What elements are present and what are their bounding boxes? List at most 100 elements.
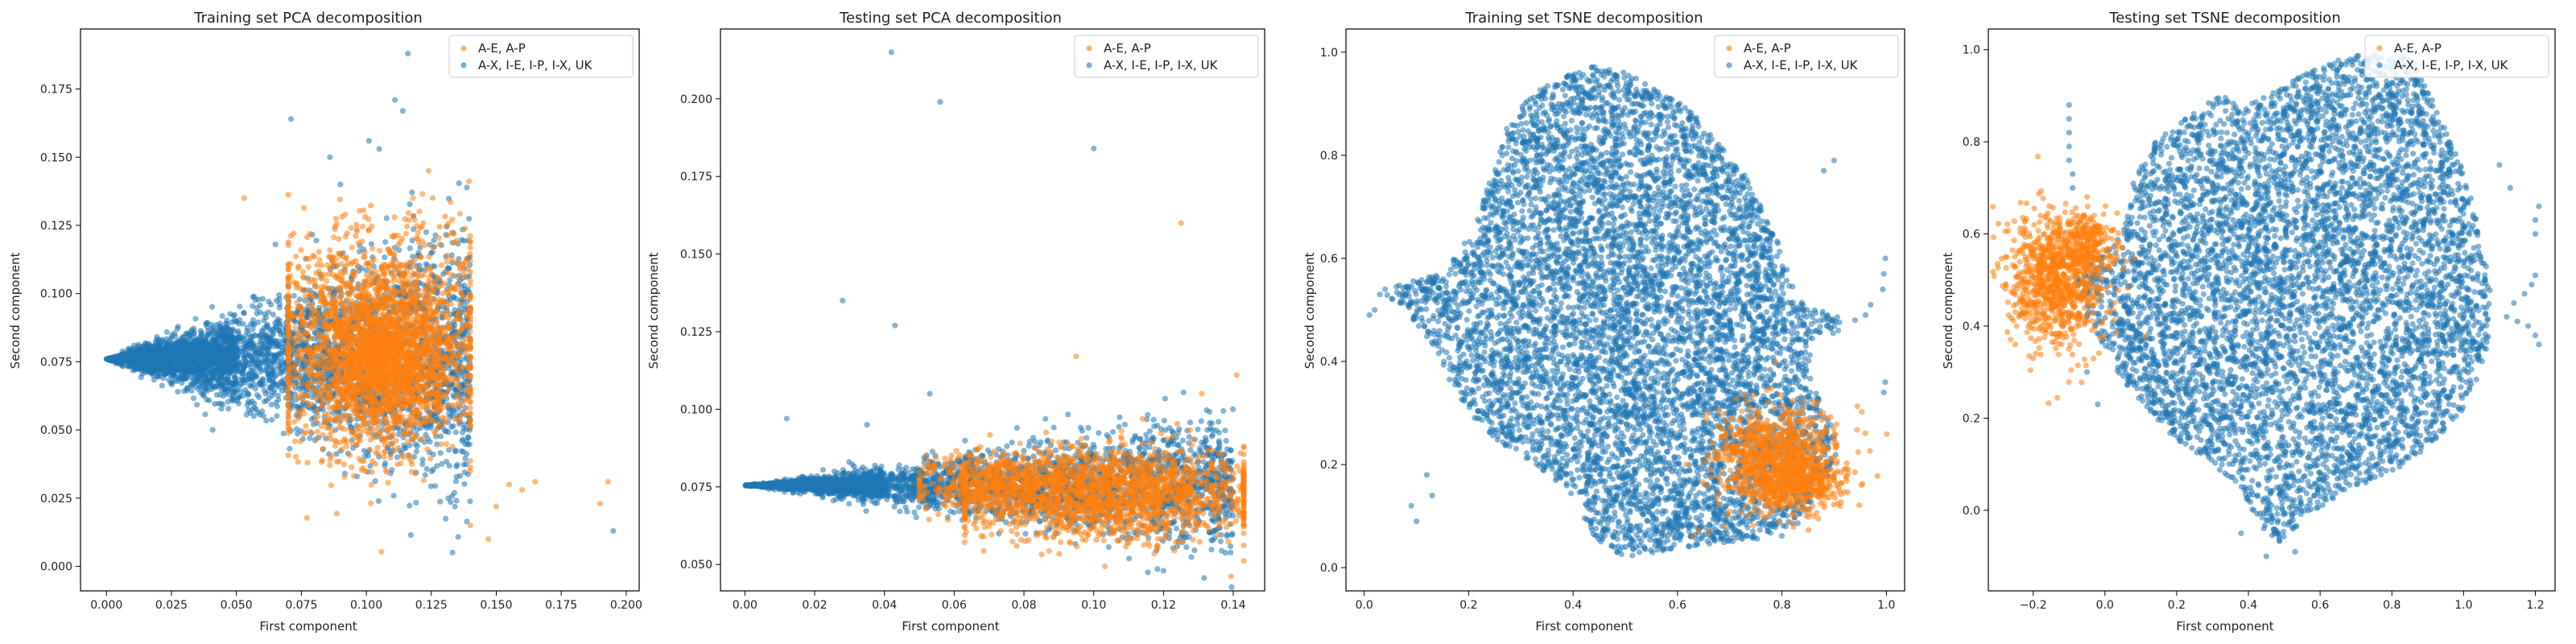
data-point: [241, 368, 246, 374]
data-point: [400, 108, 406, 114]
data-point: [175, 344, 180, 349]
data-point: [245, 402, 250, 408]
data-point: [210, 374, 216, 379]
data-point: [424, 466, 430, 472]
data-point: [274, 356, 279, 361]
data-point: [464, 184, 469, 190]
data-point: [341, 412, 347, 418]
data-point: [405, 51, 411, 56]
data-point: [295, 431, 300, 436]
data-point: [427, 456, 433, 461]
data-point: [303, 256, 309, 262]
data-point: [185, 386, 191, 391]
data-point: [246, 376, 251, 382]
data-point: [246, 407, 251, 413]
data-point: [460, 338, 465, 344]
data-point: [207, 341, 213, 347]
data-point: [449, 493, 455, 499]
y-axis-label: Second component: [8, 252, 23, 369]
data-point: [408, 265, 414, 270]
data-point: [272, 320, 278, 326]
data-point: [423, 472, 428, 477]
data-point: [274, 400, 279, 406]
data-point: [223, 364, 229, 369]
data-point: [231, 339, 237, 345]
data-point: [201, 349, 207, 354]
data-point: [407, 246, 413, 251]
data-point: [303, 423, 308, 429]
data-point: [419, 191, 425, 196]
data-point: [194, 369, 200, 374]
data-point: [231, 398, 237, 403]
data-point: [144, 356, 150, 361]
data-point: [273, 338, 279, 344]
data-point: [153, 339, 159, 345]
data-point: [257, 411, 262, 417]
data-point: [327, 155, 332, 160]
data-point: [404, 224, 410, 229]
data-point: [132, 367, 138, 373]
data-point: [468, 233, 473, 238]
data-point: [161, 371, 167, 377]
data-point: [200, 389, 206, 394]
data-point: [250, 294, 256, 299]
data-point: [382, 254, 387, 260]
data-point: [299, 381, 305, 386]
data-point: [462, 469, 468, 475]
data-point: [202, 411, 208, 417]
data-point: [206, 353, 212, 359]
data-point: [333, 216, 339, 221]
data-point: [178, 357, 184, 363]
data-point: [286, 192, 291, 197]
data-point: [407, 201, 413, 207]
data-point: [448, 200, 453, 205]
data-point: [160, 365, 166, 370]
data-point: [249, 334, 254, 340]
data-point: [193, 380, 199, 386]
data-point: [456, 180, 462, 186]
data-point: [446, 411, 452, 416]
data-point: [447, 463, 452, 469]
data-point: [229, 328, 234, 333]
data-point: [232, 347, 237, 353]
data-point: [263, 418, 269, 423]
chart-title: Training set PCA decomposition: [193, 10, 423, 27]
data-point: [191, 395, 196, 401]
data-point: [334, 510, 340, 516]
data-point: [260, 296, 266, 302]
data-point: [390, 441, 395, 447]
data-point: [368, 203, 374, 208]
data-point: [254, 392, 260, 398]
data-point: [462, 275, 468, 280]
data-point: [319, 423, 324, 429]
data-point: [288, 116, 294, 122]
data-point: [175, 324, 181, 329]
data-point: [334, 459, 340, 464]
data-point: [221, 333, 227, 339]
data-point: [454, 474, 460, 480]
data-point: [194, 402, 200, 407]
data-point: [336, 236, 341, 242]
data-point: [306, 264, 312, 270]
data-point: [277, 296, 283, 302]
data-point: [384, 215, 390, 221]
data-point: [217, 328, 223, 334]
data-point: [187, 333, 192, 339]
data-point: [468, 245, 473, 250]
data-point: [292, 340, 298, 345]
data-point: [240, 321, 246, 327]
data-point: [431, 279, 437, 284]
data-point: [448, 424, 454, 430]
data-point: [127, 356, 133, 361]
data-point: [158, 356, 163, 361]
data-point: [269, 326, 275, 332]
data-point: [415, 230, 421, 236]
data-point: [262, 398, 267, 404]
data-point: [266, 384, 272, 390]
data-point: [206, 398, 212, 403]
data-point: [456, 534, 461, 539]
data-point: [462, 226, 468, 232]
data-point: [457, 301, 463, 307]
data-point: [455, 462, 460, 468]
